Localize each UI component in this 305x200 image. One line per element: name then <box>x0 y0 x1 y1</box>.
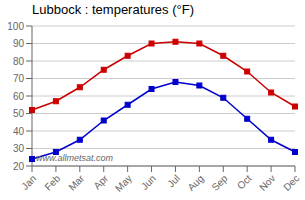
svg-text:Aug: Aug <box>185 173 205 193</box>
html-text:Lubbock : temperatures (°F): Lubbock : temperatures (°F) <box>32 2 194 17</box>
svg-text:Oct: Oct <box>235 173 254 192</box>
svg-text:Jun: Jun <box>139 173 158 192</box>
svg-text:Nov: Nov <box>257 173 277 193</box>
svg-text:90: 90 <box>13 38 25 49</box>
svg-text:Feb: Feb <box>42 172 62 192</box>
svg-text:Dec: Dec <box>281 173 297 193</box>
svg-text:20: 20 <box>13 161 25 172</box>
svg-text:40: 40 <box>13 126 25 137</box>
svg-text:Jul: Jul <box>165 173 182 190</box>
svg-text:100: 100 <box>8 21 24 32</box>
svg-text:Sep: Sep <box>209 172 230 193</box>
svg-text:70: 70 <box>13 73 25 84</box>
svg-text:May: May <box>113 173 134 194</box>
svg-text:80: 80 <box>13 56 25 67</box>
svg-text:50: 50 <box>13 108 25 119</box>
svg-text:Mar: Mar <box>66 172 86 192</box>
svg-text:Jan: Jan <box>19 173 38 192</box>
svg-text:Apr: Apr <box>91 172 110 191</box>
html-text:www.allmetsat.com: www.allmetsat.com <box>36 153 113 163</box>
svg-text:30: 30 <box>13 143 25 154</box>
svg-text:60: 60 <box>13 91 25 102</box>
